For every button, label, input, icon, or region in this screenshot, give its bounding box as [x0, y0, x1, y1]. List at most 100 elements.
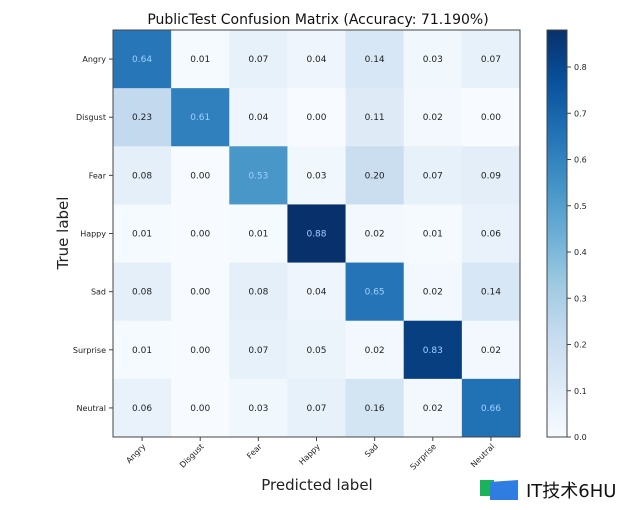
cell-value-label: 0.01 — [132, 230, 152, 240]
heatmap-cell — [171, 30, 230, 89]
cell-value-label: 0.06 — [481, 230, 501, 240]
y-axis-label: True label — [54, 197, 72, 271]
y-tick-label: Neutral — [76, 404, 106, 413]
y-tick-label: Fear — [89, 171, 107, 180]
colorbar-tick-label: 0.6 — [574, 156, 587, 165]
cell-value-label: 0.08 — [248, 288, 268, 298]
colorbar-tick-label: 0.5 — [574, 202, 587, 211]
heatmap-cell — [171, 204, 230, 264]
heatmap-cell — [403, 146, 463, 205]
x-tick-label: Neutral — [469, 442, 496, 469]
heatmap-cell — [113, 146, 172, 205]
heatmap-cell — [345, 262, 405, 322]
heatmap-cell — [113, 320, 172, 380]
cell-value-label: 0.08 — [132, 171, 152, 181]
y-tick-label: Sad — [91, 288, 106, 297]
cell-value-label: 0.14 — [365, 55, 385, 65]
watermark: IT技术6HU — [478, 477, 616, 503]
heatmap-cell — [461, 262, 521, 322]
cell-value-label: 0.83 — [423, 346, 443, 356]
chart-title: PublicTest Confusion Matrix (Accuracy: 7… — [147, 12, 488, 28]
cell-value-label: 0.07 — [306, 404, 326, 414]
heatmap-cell — [171, 262, 230, 322]
heatmap-cell — [403, 30, 463, 89]
cell-value-label: 0.09 — [481, 171, 501, 181]
cell-value-label: 0.07 — [423, 171, 443, 181]
cell-value-label: 0.64 — [132, 55, 152, 65]
x-tick-label: Disgust — [178, 442, 206, 470]
heatmap-cell — [403, 204, 463, 264]
watermark-text: IT技术6HU — [526, 481, 617, 502]
heatmap-cell — [287, 30, 347, 89]
cell-value-label: 0.01 — [423, 230, 443, 240]
cell-value-label: 0.02 — [423, 288, 443, 298]
heatmap-cell — [345, 30, 405, 89]
cell-value-label: 0.66 — [481, 404, 501, 414]
heatmap-cell — [113, 88, 172, 147]
cell-value-label: 0.02 — [423, 113, 443, 123]
cell-value-label: 0.07 — [248, 55, 268, 65]
heatmap-cell — [461, 88, 521, 147]
heatmap-cell — [287, 88, 347, 147]
cell-value-label: 0.03 — [423, 55, 443, 65]
cell-value-label: 0.20 — [365, 171, 385, 181]
cell-value-label: 0.23 — [132, 113, 152, 123]
cell-value-label: 0.03 — [306, 171, 326, 181]
colorbar-tick-label: 0.2 — [574, 341, 587, 350]
colorbar-tick-label: 0.7 — [574, 109, 587, 118]
heatmap-cell — [461, 204, 521, 264]
colorbar-tick-label: 0.4 — [574, 248, 587, 257]
heatmap-cell — [403, 378, 463, 438]
heatmap-cell — [113, 262, 172, 322]
heatmap-cell — [229, 378, 288, 438]
cell-value-label: 0.16 — [365, 404, 385, 414]
heatmap-cell — [171, 146, 230, 205]
heatmap-cell — [229, 146, 288, 205]
heatmap-cell — [461, 320, 521, 380]
x-tick-label: Happy — [297, 442, 322, 467]
cell-value-label: 0.02 — [365, 346, 385, 356]
heatmap-cell — [287, 204, 347, 264]
cell-value-label: 0.53 — [248, 171, 268, 181]
heatmap-cell — [403, 88, 463, 147]
cell-value-label: 0.00 — [190, 288, 210, 298]
y-tick-label: Happy — [80, 230, 106, 239]
cell-value-label: 0.02 — [423, 404, 443, 414]
heatmap-cell — [229, 88, 288, 147]
cell-value-label: 0.00 — [190, 171, 210, 181]
heatmap-cell — [461, 30, 521, 89]
cell-value-label: 0.04 — [306, 288, 326, 298]
heatmap-cell — [113, 378, 172, 438]
watermark-logo-icon — [480, 480, 518, 500]
cell-value-label: 0.88 — [306, 230, 326, 240]
cell-value-label: 0.00 — [306, 113, 326, 123]
cell-value-label: 0.03 — [248, 404, 268, 414]
heatmap-cell — [287, 320, 347, 380]
colorbar-tick-label: 0.0 — [574, 433, 587, 442]
y-tick-label: Surprise — [73, 346, 106, 355]
x-tick-label: Sad — [363, 442, 380, 459]
colorbar-tick-label: 0.3 — [574, 294, 587, 303]
heatmap-cell — [113, 30, 172, 89]
heatmap-cell — [403, 262, 463, 322]
x-tick-label: Surprise — [408, 442, 438, 472]
x-tick-label: Angry — [124, 442, 147, 465]
heatmap-cell — [345, 146, 405, 205]
cell-value-label: 0.14 — [481, 288, 501, 298]
cell-value-label: 0.11 — [365, 113, 385, 123]
cell-value-label: 0.65 — [365, 288, 385, 298]
colorbar-tick-label: 0.1 — [574, 387, 587, 396]
cell-value-label: 0.01 — [132, 346, 152, 356]
cell-value-label: 0.00 — [190, 346, 210, 356]
y-tick-label: Disgust — [76, 113, 106, 122]
heatmap-cell — [461, 146, 521, 205]
heatmap-cell — [345, 320, 405, 380]
heatmap-cell — [345, 378, 405, 438]
x-axis-label: Predicted label — [261, 476, 372, 494]
heatmap-cell — [113, 204, 172, 264]
heatmap-cell — [287, 146, 347, 205]
heatmap-cell — [345, 204, 405, 264]
cell-value-label: 0.00 — [190, 404, 210, 414]
heatmap-cell — [229, 320, 288, 380]
